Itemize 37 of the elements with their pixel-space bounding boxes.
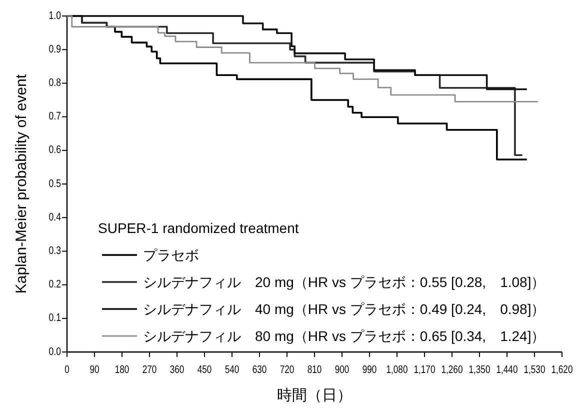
x-tick-label: 1,170 [414, 364, 436, 376]
y-tick-label: 0.0 [48, 346, 62, 358]
y-tick-label: 0.8 [48, 77, 62, 90]
x-tick-label: 1,620 [551, 364, 574, 376]
y-tick-label: 0.2 [48, 278, 62, 291]
x-tick-label: 900 [334, 364, 350, 376]
y-tick-label: 0.5 [48, 178, 62, 190]
y-tick-label: 0.9 [48, 44, 62, 56]
x-tick-label: 630 [252, 364, 268, 376]
y-tick-label: 0.1 [48, 312, 62, 324]
legend-label: プラセボ [143, 247, 199, 263]
x-tick-label: 990 [362, 364, 378, 376]
y-tick-label: 0.7 [48, 110, 62, 123]
x-tick-label: 1,530 [524, 364, 546, 376]
legend-label: シルデナフィル 40 mg（HR vs プラセボ：0.49 [0.24, 0.98]） [143, 301, 546, 317]
x-tick-label: 540 [224, 364, 240, 376]
x-tick-label: 180 [114, 364, 130, 376]
x-tick-label: 1,260 [441, 364, 464, 376]
x-tick-label: 1,350 [468, 364, 491, 376]
x-tick-label: 1,080 [386, 364, 408, 376]
x-tick-label: 90 [90, 364, 100, 376]
y-tick-label: 0.6 [48, 144, 62, 156]
y-axis-title: Kaplan-Meier probability of event [13, 74, 30, 294]
x-tick-label: 720 [280, 364, 295, 376]
x-tick-label: 450 [197, 364, 212, 376]
x-tick-label: 0 [64, 364, 70, 376]
y-tick-label: 1.0 [48, 10, 62, 22]
legend-label: シルデナフィル 80 mg（HR vs プラセボ：0.65 [0.34, 1.24]） [143, 328, 546, 344]
x-tick-label: 270 [142, 364, 158, 376]
x-tick-label: 810 [307, 364, 322, 376]
x-tick-label: 1,440 [496, 364, 518, 376]
x-tick-label: 360 [170, 364, 185, 376]
y-tick-label: 0.3 [48, 245, 62, 258]
y-tick-label: 0.4 [48, 212, 62, 224]
legend-label: シルデナフィル 20 mg（HR vs プラセボ：0.55 [0.28, 1.08]） [143, 274, 546, 290]
legend-title: SUPER-1 randomized treatment [98, 220, 299, 236]
x-axis-title: 時間（日） [277, 387, 352, 404]
